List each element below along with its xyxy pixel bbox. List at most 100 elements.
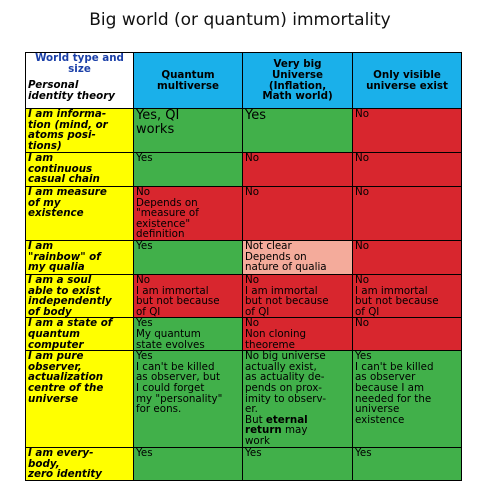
text-line: Universe <box>271 68 324 81</box>
table-cell: Yes <box>242 108 353 153</box>
header-row: World type and size Personal identity theor… <box>25 52 462 109</box>
text-line: my qualia <box>28 261 85 274</box>
text-line: universe <box>28 392 79 405</box>
text-segment: But <box>245 413 266 426</box>
row-label: I am a soul able to exist independently of … <box>25 273 134 319</box>
table-cell: Yes <box>133 239 243 275</box>
table-cell: No big universe actually exist, as actuali… <box>242 350 353 449</box>
text-line: I am informa- <box>28 108 107 120</box>
text-line: No <box>355 108 370 120</box>
text-line: universe <box>355 403 400 416</box>
table-cell: Yes, QI works <box>133 108 243 153</box>
text-line: I am immortal <box>355 284 428 297</box>
text-line: identity theory <box>28 89 115 102</box>
text-line: "rainbow" of <box>28 250 101 263</box>
text-line: Not clear <box>245 240 292 252</box>
table-cell: No <box>242 186 353 241</box>
text-line: No <box>355 317 370 330</box>
text-line: for eons. <box>136 403 182 416</box>
text-line: No <box>355 240 370 252</box>
table-cell: No <box>242 152 353 187</box>
text-line: I am measure <box>28 186 107 198</box>
text-line: as observer <box>355 371 416 384</box>
text-line: nature of qualia <box>245 261 327 274</box>
text-line: Yes, QI <box>136 108 180 123</box>
text-line: state evolves <box>136 338 205 351</box>
text-segment: eternal <box>265 413 308 426</box>
table-cell: Yes I can't be killed as observer, but I co… <box>133 350 243 449</box>
text-line: I am <box>28 152 54 164</box>
row-label: I am every-body, zero identity <box>25 447 134 481</box>
text-line: pends on prox- <box>245 381 323 394</box>
text-line: multiverse <box>157 79 219 92</box>
text-segment: may <box>281 424 308 437</box>
table-cell: No I am immortal but not because of QI <box>242 273 353 319</box>
table-cell: No <box>352 186 462 241</box>
text-line: tions) <box>28 139 62 152</box>
table-cell: Yes My quantum state evolves <box>133 317 243 352</box>
text-line: Math world) <box>262 90 333 103</box>
table-row: I am every-body, zero identity Yes Yes Yes <box>25 447 462 481</box>
row-label: I am measure of my existence <box>25 186 134 241</box>
text-line: Yes <box>245 108 266 123</box>
text-line: my "personality" <box>136 392 223 405</box>
text-line: No <box>355 152 370 164</box>
text-line: I could forget <box>136 381 205 394</box>
text-line: actualization <box>28 371 104 384</box>
text-line: I am pure <box>28 350 84 363</box>
text-line: No <box>245 152 260 164</box>
text-line: But eternal <box>245 413 350 426</box>
text-line: Depends on <box>136 196 198 209</box>
row-label: I am a state of quantum computer <box>25 317 134 352</box>
text-line: Yes <box>355 447 372 460</box>
text-line: I am a state of <box>28 317 113 330</box>
table-body: World type and size Personal identity theor… <box>25 52 462 481</box>
text-line: (Inflation, <box>268 79 327 92</box>
text-line: existence <box>28 207 84 220</box>
row-label: I am informa-tion (mind, or atoms posi-ti… <box>25 108 134 153</box>
text-line: existence" <box>136 217 191 230</box>
text-line: Quantum <box>161 68 215 81</box>
text-line: No <box>136 186 151 198</box>
table-row: I am informa-tion (mind, or atoms posi-ti… <box>25 108 462 153</box>
row-label: I am continuous casual chain <box>25 152 134 187</box>
text-line: World type and <box>35 52 124 64</box>
text-segment: return <box>245 424 282 437</box>
table-row: I am continuous casual chain Yes No No <box>25 152 462 187</box>
text-line: atoms posi- <box>28 129 96 142</box>
table-cell: No Non cloning theoreme <box>242 317 353 352</box>
table-cell: No Depends on "measure of existence" definit… <box>133 186 243 241</box>
text-line: observer, <box>28 360 82 373</box>
text-line: My quantum <box>136 327 201 340</box>
table-cell: Yes <box>242 447 353 481</box>
table-row: I am a soul able to exist independently of … <box>25 273 462 319</box>
table-cell: Yes <box>352 447 462 481</box>
text-line: No big universe <box>245 350 326 363</box>
text-line: "measure of <box>136 207 199 220</box>
text-line: No <box>355 186 370 198</box>
text-line: Personal <box>28 79 79 92</box>
text-line: but not because <box>355 295 439 308</box>
text-line: able to exist <box>28 284 101 297</box>
table-row: I am pure observer, actualization centre of… <box>25 350 462 449</box>
text-line: No <box>355 274 370 286</box>
text-line: centre of the <box>28 381 104 394</box>
text-line: of QI <box>355 305 380 318</box>
table-cell: No <box>352 108 462 153</box>
text-line: Yes <box>136 447 153 460</box>
text-line: but not because <box>245 295 329 308</box>
text-line: needed for the <box>355 392 432 405</box>
text-line: No <box>245 186 260 198</box>
text-line: Very big <box>273 58 322 71</box>
text-line: I am immortal <box>245 284 318 297</box>
text-line: because I am <box>355 381 424 394</box>
text-line: theoreme <box>245 338 295 351</box>
corner-cell: World type and size Personal identity theor… <box>25 52 134 109</box>
comparison-table: World type and size Personal identity theor… <box>25 52 462 481</box>
text-line: return may <box>245 425 350 436</box>
text-line: actually exist, <box>245 360 317 373</box>
text-line: I can't be killed <box>355 360 434 373</box>
text-line: Yes <box>136 240 153 252</box>
table-cell: No I am immortal but not because of QI <box>352 273 462 319</box>
